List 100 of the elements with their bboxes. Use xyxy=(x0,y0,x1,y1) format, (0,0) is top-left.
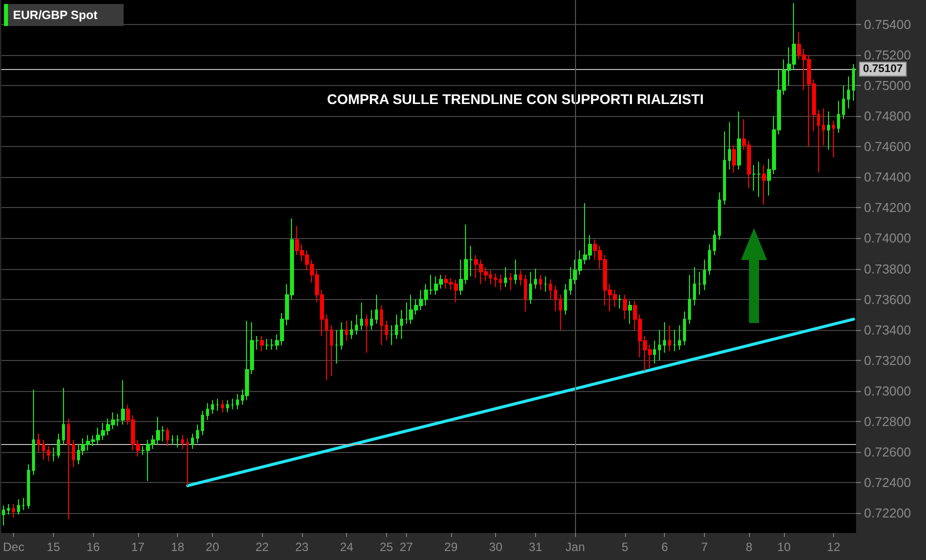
candlestick xyxy=(822,108,825,146)
candlestick xyxy=(57,433,60,459)
candlestick xyxy=(27,464,30,510)
candlestick xyxy=(494,272,497,288)
y-tick-label: 0.75400 xyxy=(864,16,911,32)
candlestick xyxy=(171,434,174,445)
x-tick-label: 12 xyxy=(826,540,841,554)
candlestick xyxy=(360,302,363,330)
candlestick xyxy=(757,161,761,198)
candlestick xyxy=(539,274,542,291)
candlestick xyxy=(852,64,855,102)
candlestick xyxy=(837,100,840,134)
candlestick xyxy=(380,304,383,346)
y-tick-label: 0.72600 xyxy=(864,444,911,460)
candlestick xyxy=(827,110,830,150)
candlestick xyxy=(668,324,671,352)
candlestick xyxy=(847,76,850,109)
candlestick xyxy=(370,310,373,330)
y-tick-label: 0.74200 xyxy=(864,200,911,216)
candlestick xyxy=(395,314,398,340)
candlestick xyxy=(842,85,845,120)
candlestick xyxy=(623,294,627,320)
candlestick xyxy=(47,445,50,462)
candlestick xyxy=(231,398,234,410)
candlestick xyxy=(549,278,552,300)
y-tick-label: 0.72400 xyxy=(864,475,911,490)
y-tick-label: 0.73000 xyxy=(864,383,911,398)
x-tick-label: 15 xyxy=(46,540,60,554)
candlestick xyxy=(226,400,229,413)
x-tick-label: 16 xyxy=(86,540,100,554)
candlestick xyxy=(673,329,676,352)
candlestick xyxy=(52,446,55,462)
x-tick-label: 20 xyxy=(206,540,220,554)
y-tick-label: 0.75000 xyxy=(864,78,911,94)
candlestick xyxy=(62,387,65,445)
candlestick xyxy=(201,410,204,436)
candlestick xyxy=(698,271,701,296)
candlestick xyxy=(260,335,264,352)
y-tick-label: 0.73600 xyxy=(864,292,911,307)
candlestick xyxy=(832,120,835,158)
candlestick xyxy=(504,266,507,288)
candlestick xyxy=(385,320,388,342)
candlestick xyxy=(703,259,706,291)
candlestick xyxy=(534,268,537,290)
candlestick xyxy=(514,259,517,285)
candlestick xyxy=(211,400,214,414)
candlestick xyxy=(683,311,686,346)
candlestick xyxy=(196,424,199,444)
y-tick-label: 0.74400 xyxy=(864,170,911,185)
candlestick xyxy=(216,398,219,412)
candlestick xyxy=(375,294,378,324)
x-tick-label: Dec xyxy=(2,540,24,554)
candlestick xyxy=(544,276,547,292)
x-tick-label: 17 xyxy=(131,540,145,554)
x-tick-label: 6 xyxy=(661,540,668,554)
candlestick xyxy=(688,274,691,324)
candlestick xyxy=(2,505,5,526)
candlestick xyxy=(37,433,40,453)
candlestick xyxy=(708,244,711,276)
candlestick xyxy=(400,310,403,340)
legend-label: EUR/GBP Spot xyxy=(13,8,98,22)
candlestick xyxy=(330,324,333,376)
y-tick-label: 0.73200 xyxy=(864,352,911,368)
y-tick-label: 0.72200 xyxy=(864,506,911,521)
y-tick-label: 0.72800 xyxy=(864,414,911,430)
candlestick xyxy=(32,388,35,476)
candlestick xyxy=(713,230,716,256)
y-tick-label: 0.73400 xyxy=(864,322,911,338)
candlestick xyxy=(236,394,239,410)
x-tick-label: 23 xyxy=(295,540,309,554)
candlestick xyxy=(653,340,656,364)
candlestick xyxy=(176,434,179,448)
candlestick xyxy=(17,498,20,516)
candlestick xyxy=(22,497,25,511)
x-tick-label: 18 xyxy=(170,540,185,554)
y-tick-label: 0.74600 xyxy=(864,139,911,154)
x-tick-label: 8 xyxy=(746,540,753,554)
x-tick-label: 10 xyxy=(777,540,791,554)
candlestick xyxy=(752,164,756,192)
candlestick xyxy=(723,130,726,206)
y-tick-label: 0.74000 xyxy=(864,230,911,246)
candlestick xyxy=(67,418,70,520)
x-tick-label: 5 xyxy=(622,540,629,554)
x-tick-label: 7 xyxy=(701,540,708,554)
y-tick-label: 0.74800 xyxy=(864,108,911,124)
candlestick xyxy=(72,439,75,468)
candlestick xyxy=(350,320,353,340)
candlestick xyxy=(663,322,666,354)
candlestick xyxy=(564,284,567,316)
candlestick xyxy=(499,274,502,291)
candlestick xyxy=(554,285,557,312)
y-tick-label: 0.75200 xyxy=(864,47,911,62)
candlestick xyxy=(340,322,343,350)
candlestick xyxy=(737,110,741,170)
candlestick xyxy=(12,503,15,518)
x-tick-label: 27 xyxy=(400,540,414,554)
x-tick-label: 24 xyxy=(340,540,354,554)
candlestick xyxy=(181,434,184,450)
candlestick xyxy=(658,329,661,361)
candlestick xyxy=(191,433,194,450)
